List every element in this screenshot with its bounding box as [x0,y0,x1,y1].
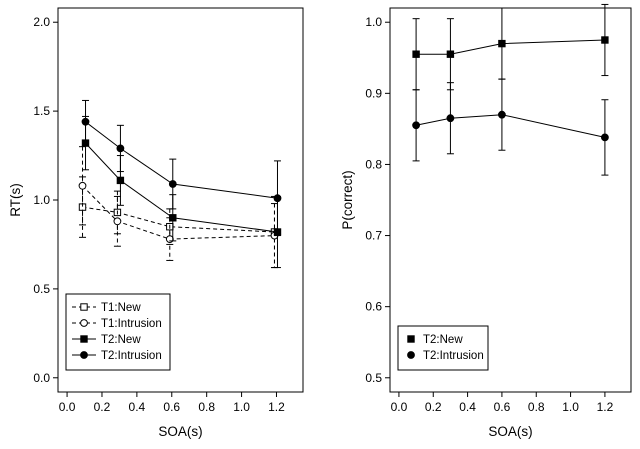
axes [53,7,304,397]
y-tick-label: 0.5 [365,371,382,385]
y-tick-label: 1.0 [365,15,382,29]
legend-label: T2:Intrusion [101,350,162,362]
legend: T1:New T1:Intrusion T2:New T2:Intrusion [65,293,171,371]
x-tick-label: 0.4 [129,400,146,414]
data-point-marker [407,351,415,359]
data-point-marker [80,335,88,343]
data-point-marker [165,235,174,244]
data-point-marker [169,214,177,222]
data-point-marker [273,194,282,203]
data-point-marker [601,36,609,44]
x-tick-label: 0.8 [528,400,545,414]
series-T2:New [412,3,609,91]
data-point-marker [412,50,420,58]
rt-vs-soa-chart: 0.0 0.2 0.4 0.6 0.8 1.0 1.2 0.0 0.5 1.0 1.5 2.0 SOA(… [8,7,304,439]
data-point-marker [80,319,88,327]
y-tick-label: 0.5 [33,282,50,296]
legend-label: T2:Intrusion [423,350,484,362]
x-tick-label: 1.2 [597,400,614,414]
legend: T2:New T2:Intrusion [397,325,489,371]
series-line [416,39,605,55]
data-point-marker [601,133,609,142]
legend-label: T2:New [101,334,141,346]
x-axis-label: SOA(s) [488,424,532,439]
data-point-marker [80,303,88,311]
axes [385,7,632,397]
y-axis-label: RT(s) [8,183,23,217]
y-tick-label: 0.9 [365,86,382,100]
data-point-marker [446,50,455,58]
series-T1:New [78,176,279,269]
legend-label: T1:New [101,302,141,314]
data-point-marker [446,114,455,123]
y-tick-label: 0.7 [365,229,382,243]
legend-label: T2:New [423,334,463,346]
series-line [85,142,278,233]
x-tick-label: 0.0 [59,400,76,414]
series-line [82,206,275,233]
y-tick-label: 1.5 [33,104,50,118]
y-tick-label: 0.8 [365,157,382,171]
x-tick-label: 0.4 [459,400,476,414]
legend-label: T1:Intrusion [101,318,162,330]
axis-tick-labels: 0.0 0.2 0.4 0.6 0.8 1.0 1.2 0.0 0.5 1.0 1.5 2.0 [33,15,285,414]
series-T1:Intrusion [78,146,279,269]
x-tick-label: 0.6 [494,400,511,414]
series-T2:Intrusion [81,99,282,237]
data-point-marker [78,181,87,190]
series-line [85,121,278,199]
series-T2:Intrusion [412,78,609,176]
data-point-marker [498,39,506,48]
y-tick-label: 1.0 [33,193,50,207]
legend-box [397,325,489,371]
x-tick-label: 1.0 [562,400,579,414]
data-point-marker [116,176,125,185]
series-line [82,185,275,240]
data-point-marker [168,180,177,188]
data-point-marker [498,110,506,119]
y-axis-label: P(correct) [340,170,355,229]
plot-box [389,7,632,393]
x-tick-label: 0.2 [425,400,442,414]
data-point-marker [407,335,415,343]
series-line [415,114,606,138]
data-point-marker [81,117,90,126]
x-tick-label: 0.6 [163,400,180,414]
x-tick-label: 0.2 [94,400,111,414]
y-tick-label: 0.0 [33,371,50,385]
data-point-marker [412,121,420,130]
x-tick-label: 0.0 [391,400,408,414]
accuracy-vs-soa-chart: 0.0 0.2 0.4 0.6 0.8 1.0 1.2 0.5 0.6 0.7 0.8 0.9 1.0 S… [340,3,632,439]
data-point-marker [116,144,125,153]
x-tick-label: 1.2 [268,400,285,414]
x-axis-label: SOA(s) [158,424,202,439]
y-tick-label: 0.6 [365,300,382,314]
x-tick-label: 1.0 [233,400,250,414]
x-tick-label: 0.8 [198,400,215,414]
y-tick-label: 2.0 [33,15,50,29]
series-T2:New [81,115,282,269]
axis-tick-labels: 0.0 0.2 0.4 0.6 0.8 1.0 1.2 0.5 0.6 0.7 0.8 0.9 1.0 [365,15,613,414]
data-point-marker [80,351,88,359]
data-point-marker [113,217,122,226]
